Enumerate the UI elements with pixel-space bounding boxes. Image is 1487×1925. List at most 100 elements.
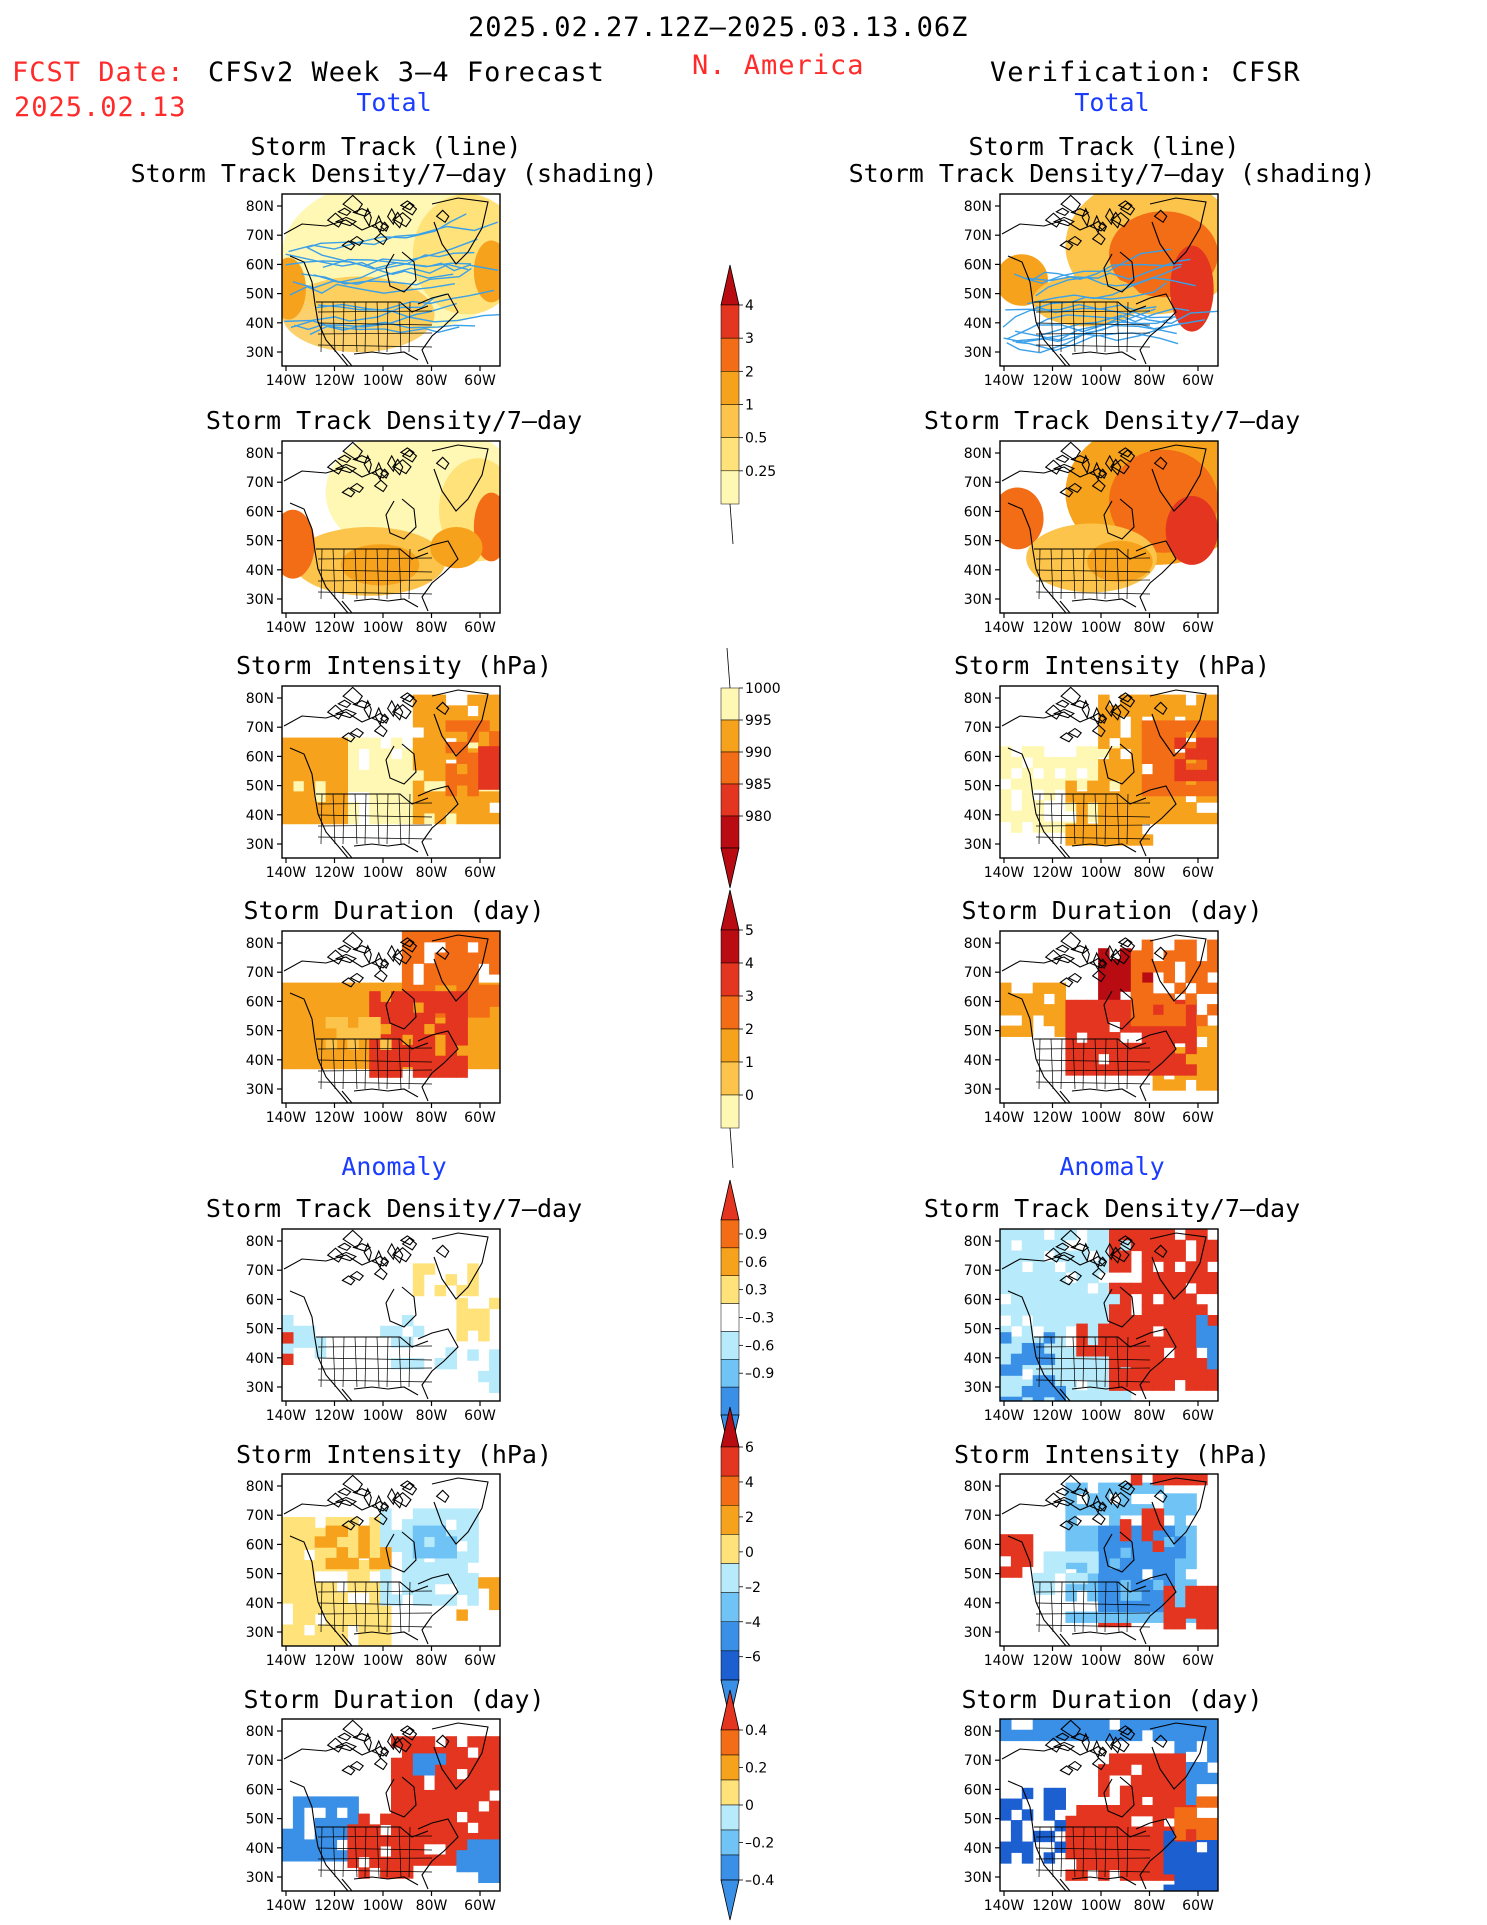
lon-tick-label: 100W: [363, 1653, 404, 1669]
lat-tick-label: 30N: [964, 1870, 992, 1886]
lon-tick-label: 60W: [464, 865, 496, 881]
lat-tick-label: 60N: [964, 1292, 992, 1308]
lat-tick-label: 60N: [246, 1537, 274, 1553]
lon-tick-label: 120W: [314, 1408, 355, 1424]
colorbar-tick-label: 0: [745, 1545, 754, 1561]
section-total-left: Total: [356, 88, 432, 117]
lat-tick-label: 50N: [964, 779, 992, 795]
lat-tick-label: 50N: [246, 1024, 274, 1040]
lat-tick-label: 50N: [246, 1812, 274, 1828]
lon-tick-label: 80W: [416, 1898, 448, 1914]
panel-title-duration-anom-left: Storm Duration (day): [243, 1685, 545, 1714]
lon-tick-label: 80W: [1134, 1653, 1166, 1669]
lat-tick-label: 70N: [964, 1263, 992, 1279]
colorbar-tick-label: 0.2: [745, 1761, 767, 1777]
lat-tick-label: 60N: [964, 994, 992, 1010]
lon-tick-label: 100W: [1081, 373, 1122, 389]
lat-tick-label: 30N: [246, 1625, 274, 1641]
lon-tick-label: 100W: [363, 1408, 404, 1424]
lat-tick-label: 60N: [964, 1537, 992, 1553]
map-density-right: 80N 70N 60N 50N 40N 30N 140W 120W 100W 80W 60W: [938, 437, 1278, 637]
lon-tick-label: 140W: [984, 1408, 1025, 1424]
lat-tick-label: 80N: [964, 199, 992, 215]
colorbar-tick-label: 990: [745, 745, 772, 761]
lat-tick-label: 30N: [246, 1082, 274, 1098]
map-track-right: 80N 70N 60N 50N 40N 30N 140W 120W 100W 80W 60W: [938, 190, 1278, 390]
map-duration-anom-left: 80N 70N 60N 50N 40N 30N 140W 120W 100W 80W 60W: [220, 1715, 560, 1915]
lon-tick-label: 80W: [1134, 1408, 1166, 1424]
colorbar-tick-label: 0: [745, 1798, 754, 1814]
lat-tick-label: 60N: [246, 1782, 274, 1798]
lon-tick-label: 120W: [1032, 373, 1073, 389]
lat-tick-label: 70N: [964, 1508, 992, 1524]
lon-tick-label: 60W: [1182, 1653, 1214, 1669]
lat-tick-label: 30N: [964, 1380, 992, 1396]
lat-tick-label: 60N: [246, 1292, 274, 1308]
colorbar-tick-label: 4: [745, 298, 754, 314]
map-intensity-anom-left: 80N 70N 60N 50N 40N 30N 140W 120W 100W 80W 60W: [220, 1470, 560, 1670]
colorbar-tick-label: –2: [745, 1580, 761, 1596]
lon-tick-label: 140W: [266, 373, 307, 389]
lat-tick-label: 80N: [964, 1234, 992, 1250]
colorbar-density_anom: 0.9 0.6 0.3 –0.3 –0.6 –0.9: [720, 1179, 774, 1456]
lon-tick-label: 120W: [314, 620, 355, 636]
lat-tick-label: 80N: [246, 1234, 274, 1250]
colorbar-tick-label: 0: [745, 1088, 754, 1104]
lat-tick-label: 40N: [246, 563, 274, 579]
lat-tick-label: 60N: [246, 994, 274, 1010]
lat-tick-label: 70N: [964, 965, 992, 981]
lat-tick-label: 50N: [964, 287, 992, 303]
panel-title-intensity-right: Storm Intensity (hPa): [953, 651, 1271, 680]
colorbar-tick-label: 2: [745, 1510, 754, 1526]
lat-tick-label: 40N: [964, 808, 992, 824]
panel-title-density-left: Storm Track Density/7–day: [205, 406, 583, 435]
lat-tick-label: 30N: [964, 345, 992, 361]
lon-tick-label: 100W: [363, 373, 404, 389]
lon-tick-label: 140W: [984, 620, 1025, 636]
colorbar-tick-label: 4: [745, 1475, 754, 1491]
lat-tick-label: 80N: [246, 1479, 274, 1495]
lat-tick-label: 80N: [964, 936, 992, 952]
colorbar-tick-label: –0.6: [745, 1338, 774, 1354]
panel-title-intensity-anom-right: Storm Intensity (hPa): [953, 1440, 1271, 1469]
forecast-title: CFSv2 Week 3–4 Forecast: [208, 57, 605, 88]
lon-tick-label: 140W: [984, 373, 1025, 389]
lat-tick-label: 70N: [964, 1753, 992, 1769]
lat-tick-label: 50N: [246, 1322, 274, 1338]
colorbar-tick-label: 2: [745, 364, 754, 380]
lat-tick-label: 50N: [246, 287, 274, 303]
lon-tick-label: 60W: [464, 1898, 496, 1914]
colorbar-tick-label: –6: [745, 1650, 761, 1666]
colorbar-tick-label: –0.4: [745, 1873, 774, 1889]
lon-tick-label: 80W: [1134, 865, 1166, 881]
lat-tick-label: 80N: [964, 691, 992, 707]
panel-title-density-anom-right: Storm Track Density/7–day: [923, 1194, 1301, 1223]
lon-tick-label: 100W: [363, 865, 404, 881]
colorbar-duration_anom: 0.4 0.2 0 –0.2 –0.4: [720, 1689, 774, 1921]
panel-title-track-line-right: Storm Track (line): [968, 132, 1240, 161]
map-density-anom-right: 80N 70N 60N 50N 40N 30N 140W 120W 100W 80W 60W: [938, 1225, 1278, 1425]
lat-tick-label: 80N: [246, 936, 274, 952]
panel-title-density-anom-left: Storm Track Density/7–day: [205, 1194, 583, 1223]
lat-tick-label: 40N: [246, 316, 274, 332]
map-intensity-left: 80N 70N 60N 50N 40N 30N 140W 120W 100W 80W 60W: [220, 682, 560, 882]
map-intensity-right: 80N 70N 60N 50N 40N 30N 140W 120W 100W 80W 60W: [938, 682, 1278, 882]
lon-tick-label: 120W: [314, 373, 355, 389]
lat-tick-label: 50N: [246, 779, 274, 795]
lon-tick-label: 80W: [416, 1408, 448, 1424]
colorbar-tick-label: –0.9: [745, 1366, 774, 1382]
colorbar-duration_total: 5 4 3 2 1 0: [720, 889, 754, 1169]
lat-tick-label: 40N: [964, 1053, 992, 1069]
lat-tick-label: 60N: [246, 749, 274, 765]
lat-tick-label: 30N: [246, 1870, 274, 1886]
lon-tick-label: 100W: [1081, 1408, 1122, 1424]
lon-tick-label: 120W: [1032, 865, 1073, 881]
colorbar-tick-label: 0.25: [745, 464, 776, 480]
colorbar-tick-label: 6: [745, 1440, 754, 1456]
lat-tick-label: 40N: [964, 563, 992, 579]
fcst-date-value: 2025.02.13: [14, 92, 187, 123]
lon-tick-label: 80W: [416, 865, 448, 881]
colorbar-tick-label: –4: [745, 1615, 761, 1631]
lat-tick-label: 60N: [964, 257, 992, 273]
lon-tick-label: 80W: [416, 620, 448, 636]
